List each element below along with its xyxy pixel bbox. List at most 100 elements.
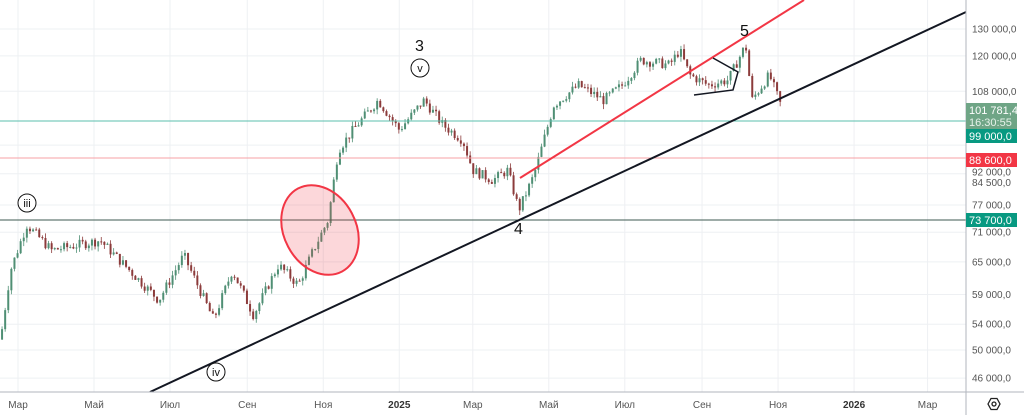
candle-body [314,249,317,251]
candle-body [90,239,93,246]
candle-body [555,105,558,108]
settings-gear-hex-icon[interactable] [987,397,1001,411]
candle-body [227,281,230,286]
candle-body [205,293,208,304]
candle-body [779,91,782,102]
candle-body [710,84,713,87]
candle-body [311,249,314,257]
price-tick-label: 120 000,0 [972,51,1017,62]
candle-body [7,290,10,311]
candle-body [168,282,171,285]
candle-body [428,103,431,113]
time-tick-label: Ноя [314,400,332,411]
candle-body [242,285,245,291]
candle-body [230,276,233,282]
candle-body [701,78,704,81]
candle-body [193,270,196,276]
level-badge-label: 73 700,0 [969,215,1012,227]
candle-body [425,98,428,104]
candle-body [28,228,31,232]
candle-body [503,172,506,177]
candle-body [717,83,720,88]
candle-body [332,179,335,203]
wave-label-3: 3 [415,38,424,55]
candle-body [100,241,103,243]
candle-body [373,109,376,112]
channel-trendline-red[interactable] [519,0,805,179]
candle-body [692,74,695,77]
candle-body [462,143,465,147]
candle-body [679,49,682,57]
candle-body [714,86,717,88]
candle-body [329,202,332,224]
price-axis[interactable] [966,0,1024,415]
candle-body [199,285,202,296]
candle-body [81,239,84,242]
candle-body [568,92,571,100]
candle-body [413,109,416,113]
candle-body [562,100,565,102]
svg-text:iv: iv [212,367,220,379]
price-tick-label: 54 000,0 [972,320,1011,331]
candle-body [183,253,186,256]
candle-body [487,179,490,183]
candle-body [125,260,128,267]
candle-body [493,178,496,184]
candle-body [683,49,686,60]
candle-body [128,266,131,271]
candle-body [590,87,593,95]
candle-body [490,182,493,184]
candle-body [642,57,645,65]
candle-body [236,277,239,284]
candle-body [552,107,555,120]
candle-body [664,63,667,69]
candle-body [280,264,283,270]
candle-body [214,313,217,315]
candle-body [624,85,627,87]
candle-body [50,243,53,250]
candle-body [19,241,22,254]
candle-body [320,232,323,242]
candle-body [521,196,524,211]
candle-body [419,105,422,107]
candle-body [255,311,258,320]
candle-body [134,275,137,280]
candle-body [559,101,562,106]
candle-body [636,60,639,73]
candle-body [416,105,419,110]
drawings[interactable]: 3 4 5 iii iv v [17,0,967,393]
candle-body [295,280,298,284]
time-tick-label: Июл [160,400,180,411]
candle-body [661,58,664,69]
candle-body [326,223,329,228]
candle-body [667,60,670,64]
candle-body [735,64,738,68]
candle-body [388,115,391,118]
time-tick-label: 2025 [388,400,411,411]
horizontal-levels[interactable] [0,120,966,221]
candle-body [10,268,13,291]
candle-body [658,58,661,60]
candle-body [481,170,484,179]
candle-body [177,265,180,271]
price-tick-label: 46 000,0 [972,374,1011,385]
candle-body [245,290,248,304]
support-trendline[interactable] [149,11,967,393]
triangle-pattern[interactable] [693,57,739,96]
highlight-ellipse[interactable] [266,172,374,289]
time-tick-label: Мар [918,400,938,411]
candle-body [221,293,224,309]
candle-body [304,264,307,279]
svg-text:iii: iii [23,198,30,210]
candle-body [348,137,351,139]
candle-body [258,303,261,312]
time-axis[interactable] [0,392,1024,415]
candle-body [41,237,44,239]
candle-body [512,175,515,195]
time-tick-label: Мар [8,400,28,411]
candle-body [404,123,407,130]
candle-body [478,168,481,179]
candle-body [599,96,602,98]
candle-body [447,127,450,133]
